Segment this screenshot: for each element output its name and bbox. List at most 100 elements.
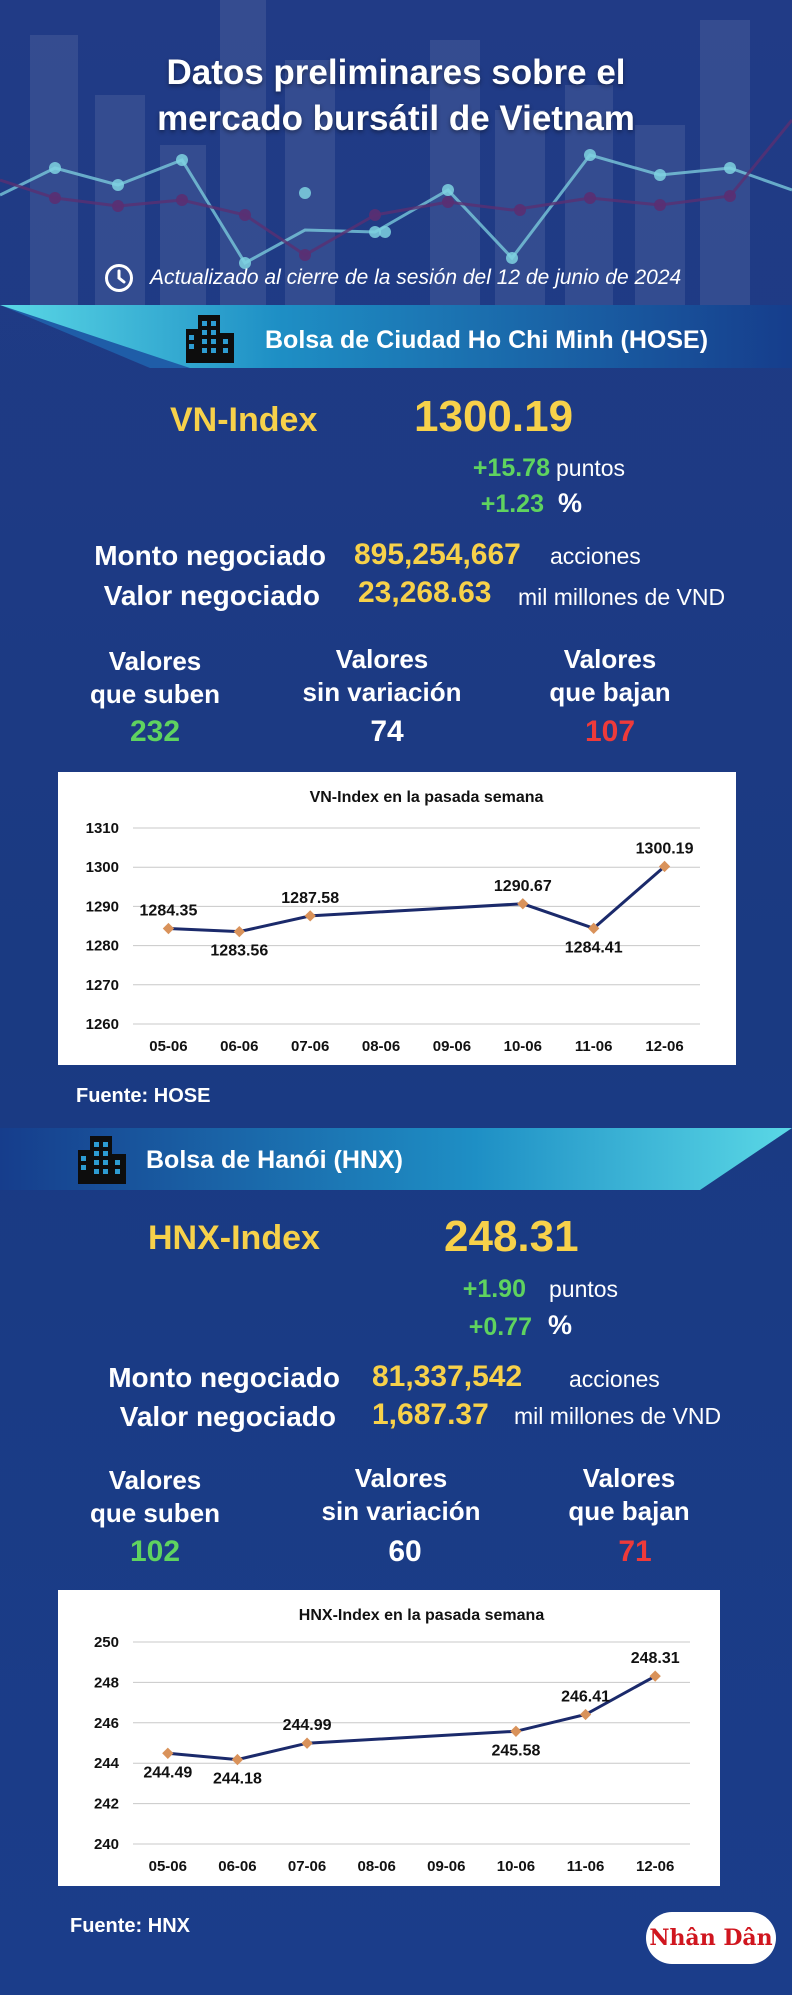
y-tick-label: 246 xyxy=(94,1715,119,1732)
y-tick-label: 1290 xyxy=(86,898,119,915)
y-tick-label: 1280 xyxy=(86,938,119,955)
x-tick-label: 10-06 xyxy=(497,1858,535,1875)
data-label: 1287.58 xyxy=(281,890,339,907)
hnx-flat-label-line-2: sin variación xyxy=(321,1496,481,1526)
hnx-percent-unit: % xyxy=(548,1310,573,1340)
hnx-down-label-line-1: Valores xyxy=(582,1463,676,1493)
hose-up-label: Valores que suben xyxy=(50,645,260,711)
y-tick-label: 248 xyxy=(94,1674,119,1691)
hnx-up-count: 102 xyxy=(129,1535,181,1568)
hose-volume-value: 895,254,667 xyxy=(354,538,521,571)
data-point xyxy=(233,925,245,938)
x-tick-label: 11-06 xyxy=(567,1858,605,1875)
clock-icon xyxy=(105,264,133,292)
hose-up-label-line-2: que suben xyxy=(89,679,220,709)
hose-volume-label: Monto negociado xyxy=(94,540,326,571)
y-tick-label: 1300 xyxy=(86,859,119,876)
hnx-change-percent: +0.77 xyxy=(468,1313,532,1341)
x-tick-label: 08-06 xyxy=(362,1038,400,1055)
update-text: Actualizado al cierre de la sesión del 1… xyxy=(150,266,682,289)
building-icon xyxy=(78,1136,126,1184)
hose-volume-unit: acciones xyxy=(550,543,641,569)
data-label: 1300.19 xyxy=(636,840,694,857)
data-label: 1290.67 xyxy=(494,878,552,895)
hnx-value-unit: mil millones de VND xyxy=(514,1403,722,1429)
hose-source: Fuente: HOSE xyxy=(76,1085,211,1107)
data-point xyxy=(301,1737,313,1749)
hnx-volume-label: Monto negociado xyxy=(108,1362,340,1393)
hose-exchange-name: Bolsa de Ciudad Ho Chi Minh (HOSE) xyxy=(265,326,709,354)
data-label: 244.49 xyxy=(143,1764,192,1781)
hose-flat-label-line-1: Valores xyxy=(335,644,429,674)
x-tick-label: 06-06 xyxy=(218,1858,256,1875)
hnx-source: Fuente: HNX xyxy=(70,1915,190,1937)
hose-up-count: 232 xyxy=(129,715,181,748)
hose-value-label: Valor negociado xyxy=(103,580,320,611)
hose-down-label-line-1: Valores xyxy=(563,644,657,674)
hose-index-name: VN-Index xyxy=(170,401,318,439)
y-tick-label: 1310 xyxy=(86,820,119,837)
logo-text: Nhân Dân xyxy=(649,1925,773,1951)
chart-title: HNX-Index en la pasada semana xyxy=(299,1607,545,1624)
hose-change-percent: +1.23 xyxy=(480,490,544,518)
hose-up-label-line-1: Valores xyxy=(108,646,202,676)
x-tick-label: 05-06 xyxy=(149,1858,187,1875)
y-tick-label: 244 xyxy=(94,1755,120,1772)
hnx-down-count: 71 xyxy=(618,1535,652,1568)
x-tick-label: 07-06 xyxy=(291,1038,329,1055)
hose-points-unit: puntos xyxy=(556,455,626,481)
hose-flat-label-line-2: sin variación xyxy=(302,677,462,707)
data-label: 1284.35 xyxy=(140,903,198,920)
data-label: 1284.41 xyxy=(565,939,623,956)
y-tick-label: 1260 xyxy=(86,1016,119,1033)
hnx-change-points: +1.90 xyxy=(462,1275,526,1303)
hnx-index-value: 248.31 xyxy=(444,1212,579,1261)
hnx-exchange-name: Bolsa de Hanói (HNX) xyxy=(146,1146,403,1174)
x-tick-label: 08-06 xyxy=(358,1858,396,1875)
hose-chart-box: VN-Index en la pasada semana 1260 1270 1280… xyxy=(58,772,736,1065)
data-label: 244.99 xyxy=(283,1717,332,1734)
y-tick-label: 242 xyxy=(94,1796,119,1813)
data-point xyxy=(304,910,316,922)
nhandan-logo: Nhân Dân xyxy=(646,1912,776,1964)
vn-index-chart: VN-Index en la pasada semana 1260 1270 1280… xyxy=(86,789,700,1055)
page-title: Datos preliminares sobre el mercado burs… xyxy=(0,50,792,142)
data-point xyxy=(510,1725,522,1737)
x-tick-label: 11-06 xyxy=(575,1038,613,1055)
hose-down-label-line-2: que bajan xyxy=(549,677,671,707)
x-tick-label: 10-06 xyxy=(504,1038,542,1055)
x-tick-label: 05-06 xyxy=(149,1038,187,1055)
data-point xyxy=(579,1708,592,1721)
hnx-volume-value: 81,337,542 xyxy=(372,1360,523,1393)
title-line-1: Datos preliminares sobre el xyxy=(166,53,626,92)
hose-percent-unit: % xyxy=(558,488,583,518)
data-point xyxy=(162,922,175,935)
hose-change-points: +15.78 xyxy=(472,454,550,482)
x-tick-label: 09-06 xyxy=(427,1858,465,1875)
data-label: 1283.56 xyxy=(210,943,268,960)
data-point xyxy=(649,1670,661,1682)
data-point xyxy=(162,1747,174,1759)
data-label: 245.58 xyxy=(491,1742,540,1759)
y-tick-label: 240 xyxy=(94,1836,119,1853)
hnx-value-label: Valor negociado xyxy=(119,1401,336,1432)
hnx-chart-box: HNX-Index en la pasada semana 240 242 244 24… xyxy=(58,1590,720,1886)
hnx-volume-unit: acciones xyxy=(569,1366,660,1392)
series-line xyxy=(167,1674,656,1762)
data-label: 244.18 xyxy=(213,1771,262,1788)
x-tick-label: 09-06 xyxy=(433,1038,471,1055)
x-tick-label: 12-06 xyxy=(636,1858,674,1875)
data-label: 248.31 xyxy=(631,1650,680,1667)
building-icon xyxy=(186,315,234,363)
hose-down-count: 107 xyxy=(584,715,636,748)
hnx-down-label: Valores que bajan xyxy=(524,1462,734,1528)
x-tick-label: 07-06 xyxy=(288,1858,326,1875)
y-tick-label: 250 xyxy=(94,1634,119,1651)
hnx-up-label: Valores que suben xyxy=(50,1464,260,1530)
title-line-2: mercado bursátil de Vietnam xyxy=(157,99,635,138)
hnx-up-label-line-1: Valores xyxy=(108,1465,202,1495)
hnx-index-chart: HNX-Index en la pasada semana 240 242 244 24… xyxy=(94,1607,690,1875)
data-point xyxy=(588,922,600,934)
hnx-up-label-line-2: que suben xyxy=(89,1498,220,1528)
chart-title: VN-Index en la pasada semana xyxy=(310,789,544,806)
